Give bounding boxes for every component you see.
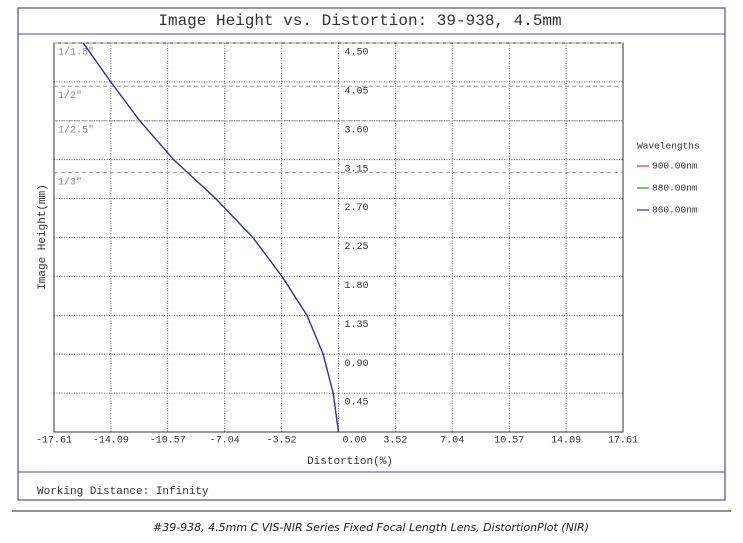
x-tick-label: -17.61 — [36, 436, 72, 447]
x-tick-label: 7.04 — [440, 436, 464, 447]
frame — [17, 7, 726, 501]
y-tick-label: 0.90 — [345, 359, 369, 370]
legend-title: Wavelengths — [637, 141, 700, 152]
y-tick-label: 1.80 — [345, 281, 369, 292]
sensor-label: 1/2.5" — [58, 124, 94, 136]
x-tick-label: -14.09 — [93, 436, 129, 447]
legend-label: 900.00nm — [652, 161, 698, 172]
x-tick-label: -3.52 — [267, 436, 297, 447]
y-tick-label: 0.45 — [345, 398, 369, 409]
y-tick-label: 2.25 — [345, 242, 369, 253]
y-tick-label: 4.50 — [345, 48, 369, 59]
sensor-label: 1/1.8" — [58, 47, 94, 59]
series-line — [82, 42, 340, 433]
caption: #39-938, 4.5mm C VIS-NIR Series Fixed Fo… — [153, 521, 589, 534]
y-tick-label: 3.15 — [345, 164, 369, 175]
x-tick-label: -7.04 — [210, 436, 240, 447]
footer: Working Distance: Infinity — [37, 486, 209, 498]
x-tick-label: 3.52 — [383, 436, 407, 447]
legend-label: 880.00nm — [652, 183, 698, 194]
x-tick-label: -10.57 — [150, 436, 186, 447]
y-tick-label: 1.35 — [345, 320, 369, 331]
y-tick-label: 4.05 — [345, 87, 369, 98]
x-tick-label: 17.61 — [608, 436, 638, 447]
y-axis-label: Image Height(mm) — [37, 184, 49, 290]
x-axis-label: Distortion(%) — [307, 456, 393, 468]
y-tick-label: 2.70 — [345, 203, 369, 214]
x-tick-label: 0.00 — [343, 436, 367, 447]
legend-label: 860.00nm — [652, 205, 698, 216]
x-tick-label: 14.09 — [551, 436, 581, 447]
x-tick-label: 10.57 — [494, 436, 524, 447]
sensor-label: 1/2" — [58, 90, 82, 102]
chart-title: Image Height vs. Distortion: 39-938, 4.5… — [158, 12, 561, 30]
sensor-label: 1/3" — [58, 176, 82, 188]
y-tick-label: 3.60 — [345, 125, 369, 136]
